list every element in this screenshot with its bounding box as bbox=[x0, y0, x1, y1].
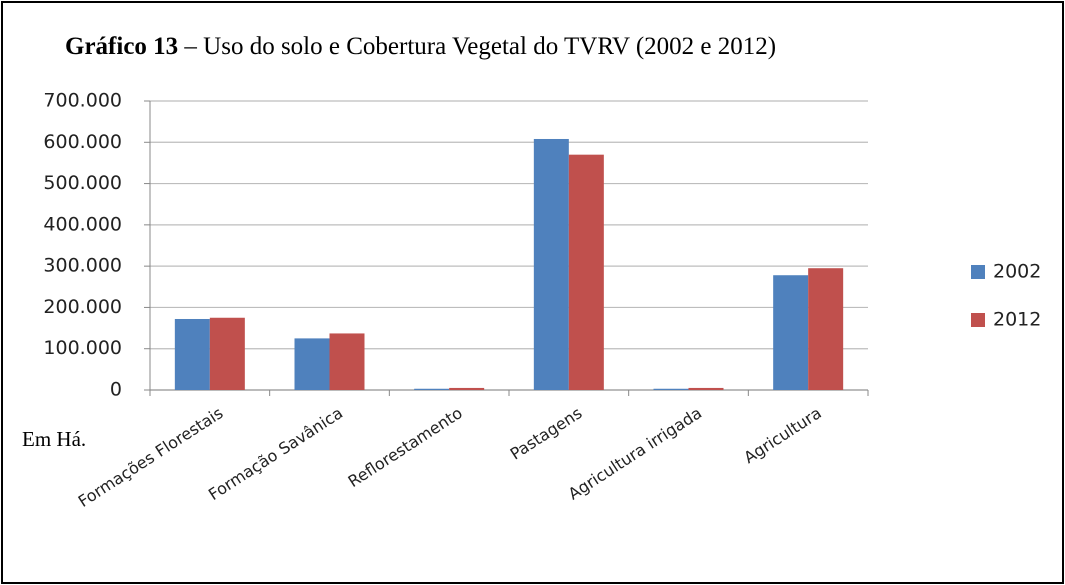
y-tick-label: 300.000 bbox=[43, 255, 122, 277]
legend-swatch bbox=[971, 313, 985, 327]
y-tick-label: 0 bbox=[110, 379, 122, 401]
bar bbox=[688, 387, 724, 390]
y-tick-label: 200.000 bbox=[43, 296, 122, 318]
y-tick-label: 600.000 bbox=[43, 131, 122, 153]
bar bbox=[209, 317, 245, 390]
bar bbox=[653, 388, 689, 390]
bar bbox=[174, 318, 210, 390]
bar bbox=[414, 388, 450, 390]
legend-label: 2002 bbox=[993, 261, 1041, 283]
title-text: – Uso do solo e Cobertura Vegetal do TVR… bbox=[183, 33, 776, 60]
bar bbox=[329, 333, 365, 390]
bar bbox=[294, 338, 330, 390]
y-tick-label: 700.000 bbox=[43, 90, 122, 112]
legend-swatch bbox=[971, 265, 985, 279]
bar bbox=[568, 154, 604, 390]
annotation: Em Há. bbox=[22, 427, 86, 451]
bar bbox=[449, 387, 485, 390]
y-tick-label: 500.000 bbox=[43, 172, 122, 194]
chart-title: Gráfico 13 – Uso do solo e Cobertura Veg… bbox=[65, 33, 776, 60]
title-bold: Gráfico 13 bbox=[65, 33, 178, 60]
y-tick-label: 100.000 bbox=[43, 337, 122, 359]
bar bbox=[773, 275, 809, 390]
bar bbox=[808, 268, 844, 390]
legend-label: 2012 bbox=[993, 309, 1041, 331]
y-tick-label: 400.000 bbox=[43, 213, 122, 235]
bar bbox=[533, 138, 569, 390]
